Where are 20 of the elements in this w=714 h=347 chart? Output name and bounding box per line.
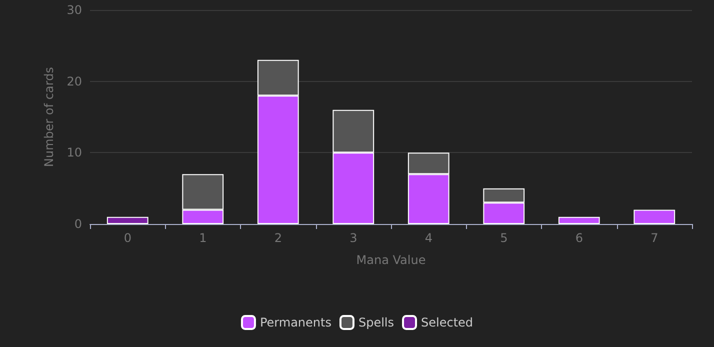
- legend-label: Spells: [358, 316, 394, 330]
- y-axis-title: Number of cards: [42, 67, 56, 167]
- x-tick-label: 7: [650, 231, 658, 245]
- x-tick-label: 1: [199, 231, 207, 245]
- x-tick-label: 5: [500, 231, 508, 245]
- x-tick-label: 3: [350, 231, 358, 245]
- x-axis-title: Mana Value: [356, 253, 426, 267]
- x-tick-label: 6: [575, 231, 583, 245]
- bar: [634, 210, 676, 224]
- legend-label: Selected: [421, 316, 474, 330]
- y-tick-label: 30: [66, 3, 82, 17]
- y-tick-label: 20: [66, 74, 82, 88]
- bar: [558, 216, 600, 224]
- bar: [106, 216, 148, 224]
- y-tick-label: 0: [74, 217, 82, 231]
- y-tick-label: 10: [66, 146, 82, 160]
- x-tick-label: 2: [274, 231, 282, 245]
- legend-label: Permanents: [260, 316, 332, 330]
- x-tick-label: 0: [124, 231, 132, 245]
- x-tick-label: 4: [424, 231, 432, 245]
